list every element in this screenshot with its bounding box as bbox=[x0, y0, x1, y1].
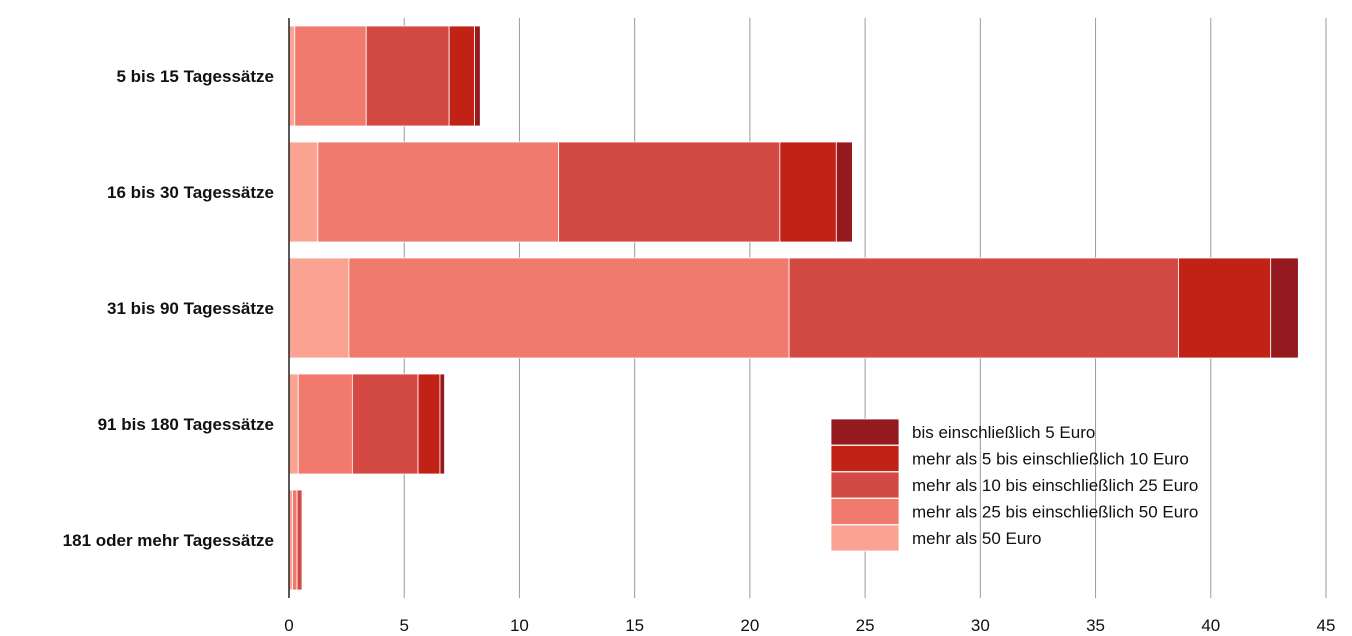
bar-segment bbox=[365, 25, 450, 127]
category-label: 5 bis 15 Tagessätze bbox=[117, 67, 275, 86]
bar-segment bbox=[448, 25, 475, 127]
bar-segment bbox=[288, 141, 319, 243]
x-tick-label: 25 bbox=[856, 616, 875, 635]
legend-label: mehr als 5 bis einschließlich 10 Euro bbox=[912, 450, 1189, 469]
legend-swatch bbox=[830, 445, 900, 472]
legend-swatch bbox=[830, 471, 900, 499]
bar-segment bbox=[297, 373, 353, 475]
x-tick-label: 10 bbox=[510, 616, 529, 635]
bar-segment bbox=[439, 373, 445, 475]
bar-segment bbox=[417, 373, 441, 475]
bar-segment bbox=[294, 25, 367, 127]
category-label: 181 oder mehr Tagessätze bbox=[63, 531, 274, 550]
bar-segment bbox=[1270, 257, 1299, 359]
category-label: 31 bis 90 Tagessätze bbox=[107, 299, 274, 318]
bar-segment bbox=[1178, 257, 1272, 359]
bar-segment bbox=[779, 141, 837, 243]
x-tick-label: 35 bbox=[1086, 616, 1105, 635]
bar-segment bbox=[288, 25, 296, 127]
legend-swatch bbox=[830, 498, 900, 525]
x-tick-label: 15 bbox=[625, 616, 644, 635]
bar-segment bbox=[788, 257, 1179, 359]
bar-segment bbox=[348, 257, 790, 359]
category-labels: 5 bis 15 Tagessätze 16 bis 30 Tagessätze 3… bbox=[63, 67, 274, 550]
x-tick-labels: 0 5 10 15 20 25 30 35 40 45 bbox=[284, 616, 1335, 635]
category-label: 91 bis 180 Tagessätze bbox=[98, 415, 274, 434]
bar-segment bbox=[288, 257, 350, 359]
legend-label: mehr als 10 bis einschließlich 25 Euro bbox=[912, 476, 1198, 495]
x-tick-label: 30 bbox=[971, 616, 990, 635]
bar-segment bbox=[351, 373, 419, 475]
legend-label: mehr als 25 bis einschließlich 50 Euro bbox=[912, 503, 1198, 522]
bar-segment bbox=[474, 25, 481, 127]
bar-segment bbox=[296, 489, 303, 591]
x-tick-label: 0 bbox=[284, 616, 293, 635]
x-tick-label: 20 bbox=[740, 616, 759, 635]
x-tick-label: 45 bbox=[1317, 616, 1336, 635]
bar-segment bbox=[558, 141, 781, 243]
legend-label: bis einschließlich 5 Euro bbox=[912, 423, 1095, 442]
x-tick-label: 40 bbox=[1201, 616, 1220, 635]
legend-label: mehr als 50 Euro bbox=[912, 529, 1041, 548]
bar-segment bbox=[301, 489, 304, 591]
bar-segment bbox=[292, 489, 298, 591]
legend: bis einschließlich 5 Euro mehr als 5 bis … bbox=[830, 418, 1198, 552]
legend-swatch bbox=[830, 524, 900, 552]
x-tick-label: 5 bbox=[399, 616, 408, 635]
bar-segment bbox=[317, 141, 560, 243]
bar-segment bbox=[288, 373, 299, 475]
category-label: 16 bis 30 Tagessätze bbox=[107, 183, 274, 202]
bars bbox=[288, 25, 1299, 591]
legend-swatch bbox=[830, 418, 900, 446]
bar-segment bbox=[835, 141, 853, 243]
